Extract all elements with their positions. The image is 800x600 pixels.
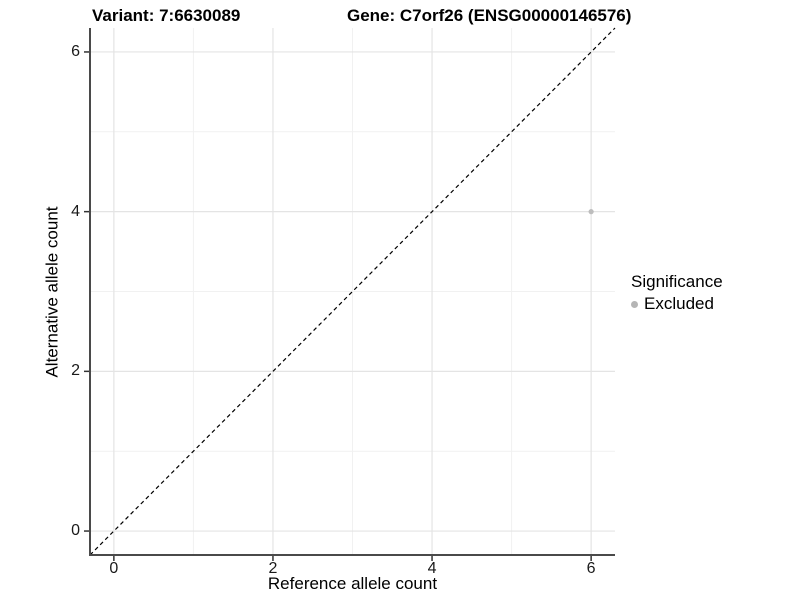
y-tick-label: 4 — [71, 202, 80, 220]
x-tick-label: 2 — [268, 560, 278, 577]
y-axis-title: Alternative allele count — [42, 206, 62, 378]
x-tick-label: 6 — [586, 560, 596, 577]
x-axis-title: Reference allele count — [267, 574, 438, 593]
plot-title-variant: Variant: 7:6630089 — [92, 6, 241, 25]
data-point-excluded — [588, 209, 594, 215]
identity-line — [89, 27, 616, 556]
legend-entry-excluded: Excluded — [631, 294, 723, 314]
y-tick-label: 2 — [71, 362, 80, 380]
legend-marker-icon — [631, 300, 638, 308]
legend: Significance Excluded — [631, 272, 723, 314]
x-tick-label: 4 — [427, 560, 437, 577]
legend-title: Significance — [631, 272, 723, 291]
y-tick-label: 6 — [71, 42, 80, 60]
x-tick-label: 0 — [109, 560, 119, 577]
legend-entry-label: Excluded — [644, 294, 714, 313]
plot-title-gene: Gene: C7orf26 (ENSG00000146576) — [347, 6, 632, 25]
y-tick-label: 0 — [71, 522, 80, 540]
